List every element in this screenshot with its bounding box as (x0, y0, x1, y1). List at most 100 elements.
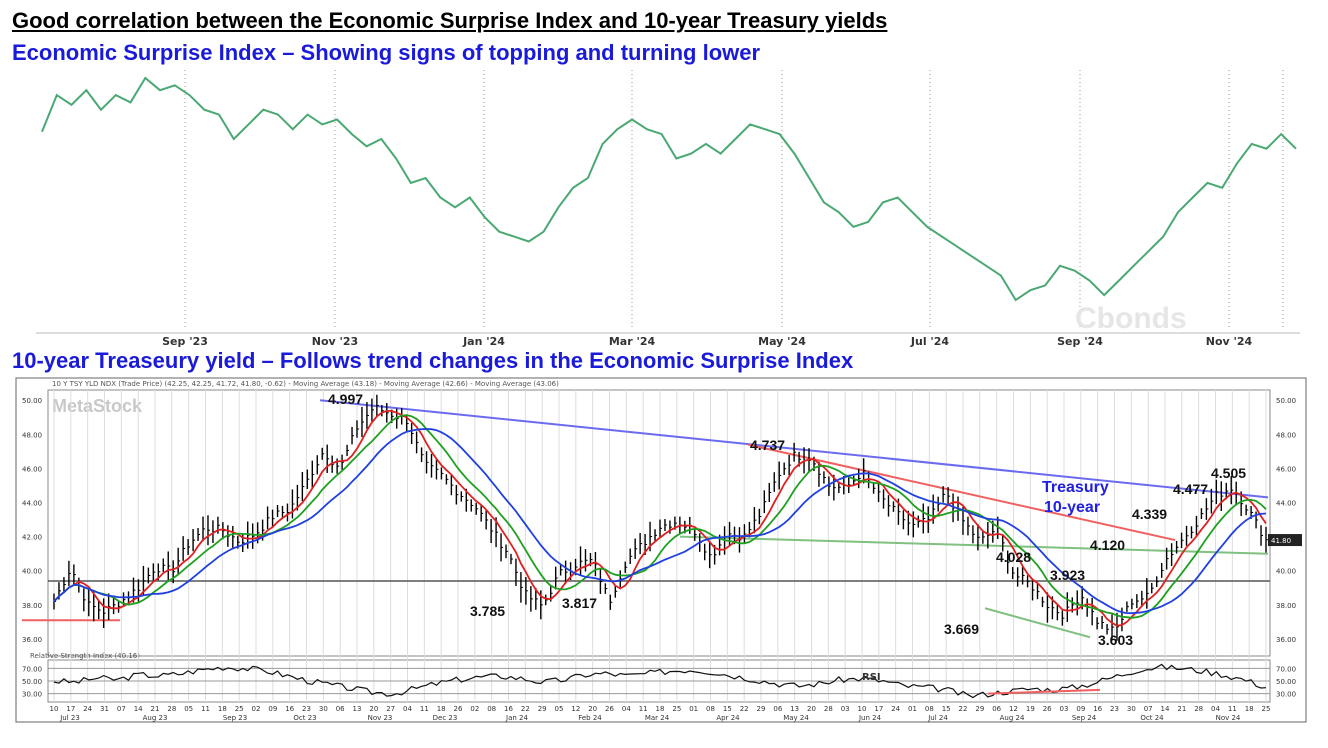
x-day-label: 12 (1009, 705, 1018, 713)
x-day-label: 11 (1228, 705, 1237, 713)
x-day-label: 11 (420, 705, 429, 713)
treasury-callout: Treasury 10-year (1042, 479, 1109, 516)
esi-x-tick-label: Sep '24 (1057, 335, 1103, 348)
x-day-label: 13 (790, 705, 799, 713)
callout-line-1: Treasury (1042, 479, 1109, 496)
ma-short-line (53, 409, 1267, 627)
yield-annotation: 4.339 (1132, 506, 1167, 522)
x-month-label: Jul 24 (927, 714, 948, 722)
x-day-label: 08 (487, 705, 496, 713)
rsi-y-tick-left: 50.00 (22, 678, 42, 686)
cbonds-watermark: Cbonds (1075, 302, 1187, 335)
x-month-label: Apr 24 (716, 714, 740, 722)
x-day-label: 05 (184, 705, 193, 713)
x-day-label: 02 (252, 705, 261, 713)
x-day-label: 18 (218, 705, 227, 713)
x-day-label: 29 (538, 705, 547, 713)
yield-annotation: 3.669 (944, 621, 979, 637)
metastock-watermark: MetaStock (52, 396, 143, 416)
x-day-label: 26 (605, 705, 614, 713)
rsi-header: Relative Strength Index (40.16) (30, 652, 140, 660)
x-day-label: 23 (302, 705, 311, 713)
main-title: Good correlation between the Economic Su… (12, 8, 888, 33)
x-day-label: 05 (555, 705, 564, 713)
x-month-label: Sep 24 (1072, 714, 1097, 722)
x-month-label: Mar 24 (645, 714, 670, 722)
esi-x-tick-label: May '24 (758, 335, 806, 348)
rsi-label: RSI (862, 672, 881, 683)
x-day-label: 26 (1043, 705, 1052, 713)
x-month-label: Oct 24 (1140, 714, 1164, 722)
x-day-label: 02 (470, 705, 479, 713)
yield-annotation: 3.785 (470, 603, 505, 619)
yield-annotation: 4.028 (996, 549, 1031, 565)
yield-chart-title: 10-year Treaseury yield – Follows trend … (12, 348, 854, 373)
yield-y-tick-right: 44.00 (1276, 500, 1296, 508)
x-day-label: 24 (83, 705, 92, 713)
yield-y-tick-right: 40.00 (1276, 568, 1296, 576)
price-bars (53, 394, 1268, 641)
x-day-label: 06 (336, 705, 345, 713)
x-day-label: 16 (504, 705, 513, 713)
x-day-label: 11 (639, 705, 648, 713)
yield-plot-area (47, 389, 1271, 657)
yield-annotation: 4.477 (1173, 481, 1208, 497)
x-day-label: 01 (908, 705, 917, 713)
trendline-red (747, 443, 1176, 542)
x-month-label: Sep 23 (223, 714, 247, 722)
yield-y-tick-left: 38.00 (22, 602, 42, 610)
yield-annotation: 4.120 (1090, 537, 1125, 553)
x-day-label: 21 (151, 705, 160, 713)
moving-averages: 41.80 (53, 409, 1302, 627)
x-day-label: 06 (992, 705, 1001, 713)
x-day-label: 28 (167, 705, 176, 713)
last-value-label: 41.80 (1271, 537, 1291, 545)
x-month-label: Jan 24 (505, 714, 528, 722)
x-day-label: 14 (134, 705, 143, 713)
yield-annotations: 4.997 4.737 3.785 3.817 4.028 3.923 3.669 3.603… (328, 391, 1246, 648)
x-day-label: 07 (1144, 705, 1153, 713)
x-day-label: 16 (285, 705, 294, 713)
x-month-label: Dec 23 (433, 714, 458, 722)
x-day-label: 09 (1076, 705, 1085, 713)
x-day-label: 09 (268, 705, 277, 713)
x-day-label: 27 (386, 705, 395, 713)
yield-annotation: 4.737 (750, 437, 785, 453)
x-day-label: 17 (66, 705, 75, 713)
x-day-label: 03 (1060, 705, 1069, 713)
trendline-green-low (984, 607, 1091, 639)
x-day-label: 04 (622, 705, 631, 713)
yield-y-tick-left: 50.00 (22, 397, 42, 405)
ma-mid-line (53, 414, 1267, 619)
x-day-label: 10 (50, 705, 59, 713)
x-day-label: 25 (235, 705, 244, 713)
x-day-label: 15 (942, 705, 951, 713)
yield-y-tick-right: 50.00 (1276, 397, 1296, 405)
yield-x-day-labels: 10 17 24 31 07 14 21 28 05 11 18 25 02 09 16 23 30 06 13 20… (50, 705, 1271, 713)
x-day-label: 24 (891, 705, 900, 713)
x-day-label: 16 (1093, 705, 1102, 713)
x-day-label: 17 (874, 705, 883, 713)
x-day-label: 15 (723, 705, 732, 713)
yield-y-tick-right: 46.00 (1276, 465, 1296, 473)
rsi-panel: 70.00 70.00 50.00 50.00 30.00 30.00 RSI (22, 663, 1296, 699)
x-day-label: 18 (1245, 705, 1254, 713)
ma-long-line (53, 428, 1267, 615)
yield-y-tick-left: 42.00 (22, 534, 42, 542)
esi-series-line (41, 76, 1297, 302)
x-day-label: 22 (959, 705, 968, 713)
yield-y-tick-labels: 50.00 50.00 48.00 48.00 46.00 46.00 44.00 44.00… (22, 397, 1296, 644)
esi-x-tick-label: Nov '23 (312, 335, 358, 348)
x-day-label: 13 (353, 705, 362, 713)
x-day-label: 29 (975, 705, 984, 713)
rsi-y-tick-left: 30.00 (22, 691, 42, 699)
x-day-label: 06 (773, 705, 782, 713)
esi-x-tick-label: Nov '24 (1206, 335, 1253, 348)
last-value-box (1268, 534, 1302, 547)
rsi-y-tick-left: 70.00 (22, 665, 42, 673)
x-day-label: 22 (521, 705, 530, 713)
yield-header: 10 Y TSY YLD NDX (Trade Price) (42.25, 4… (52, 380, 559, 388)
x-day-label: 26 (454, 705, 463, 713)
x-day-label: 14 (1161, 705, 1170, 713)
esi-x-tick-label: Mar '24 (609, 335, 656, 348)
